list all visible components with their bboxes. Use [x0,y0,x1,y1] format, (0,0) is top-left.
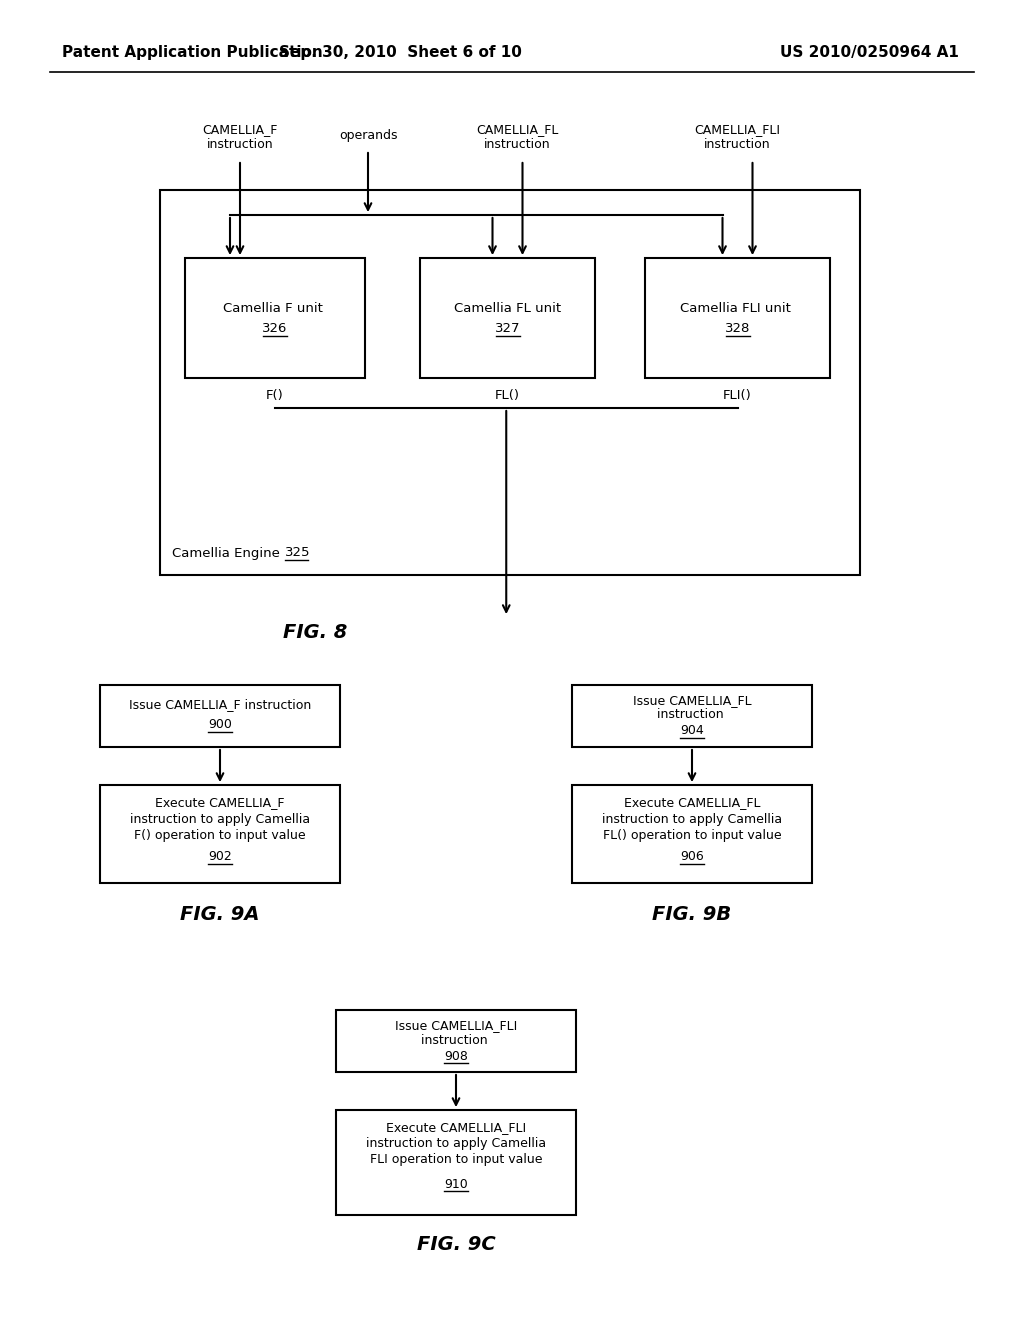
Text: FIG. 9C: FIG. 9C [417,1236,496,1254]
Text: Execute CAMELLIA_FLI: Execute CAMELLIA_FLI [386,1122,526,1134]
Text: FL() operation to input value: FL() operation to input value [603,829,781,842]
Text: Camellia FLI unit: Camellia FLI unit [680,302,795,315]
Bar [100,785,340,883]
Bar [185,257,365,378]
Text: FLI(): FLI() [723,389,752,403]
Text: CAMELLIA_F: CAMELLIA_F [203,124,278,136]
Text: Patent Application Publication: Patent Application Publication [62,45,323,59]
Text: 328: 328 [725,322,751,334]
Bar [100,685,340,747]
Text: 904: 904 [680,725,703,738]
Bar [336,1110,575,1214]
Text: 910: 910 [444,1177,468,1191]
Text: instruction: instruction [207,139,273,152]
Text: instruction: instruction [703,139,770,152]
Text: 326: 326 [262,322,288,334]
Text: FL(): FL() [495,389,520,403]
Text: CAMELLIA_FLI: CAMELLIA_FLI [694,124,780,136]
Text: instruction to apply Camellia: instruction to apply Camellia [130,813,310,825]
Text: instruction to apply Camellia: instruction to apply Camellia [366,1138,546,1151]
Text: Issue CAMELLIA_FL: Issue CAMELLIA_FL [633,694,752,708]
Bar [160,190,860,576]
Bar [645,257,830,378]
Text: F() operation to input value: F() operation to input value [134,829,306,842]
Text: instruction to apply Camellia: instruction to apply Camellia [602,813,782,825]
Text: Sep. 30, 2010  Sheet 6 of 10: Sep. 30, 2010 Sheet 6 of 10 [279,45,521,59]
Text: F(): F() [266,389,284,403]
Text: Issue CAMELLIA_F instruction: Issue CAMELLIA_F instruction [129,698,311,711]
Text: Issue CAMELLIA_FLI: Issue CAMELLIA_FLI [395,1019,517,1032]
Text: operands: operands [339,128,397,141]
Text: instruction: instruction [656,709,727,722]
Text: Camellia F unit: Camellia F unit [223,302,327,315]
Text: Execute CAMELLIA_F: Execute CAMELLIA_F [156,796,285,809]
Text: CAMELLIA_FL: CAMELLIA_FL [476,124,558,136]
Text: FIG. 8: FIG. 8 [283,623,347,643]
Text: Camellia FL unit: Camellia FL unit [454,302,561,315]
Text: US 2010/0250964 A1: US 2010/0250964 A1 [780,45,958,59]
Text: instruction: instruction [421,1034,492,1047]
Text: instruction: instruction [483,139,550,152]
Text: 906: 906 [680,850,703,863]
Bar [336,1010,575,1072]
Text: FIG. 9A: FIG. 9A [180,906,260,924]
Text: 900: 900 [208,718,232,731]
Text: 327: 327 [495,322,520,334]
Text: FLI operation to input value: FLI operation to input value [370,1154,543,1167]
Text: 902: 902 [208,850,231,863]
Text: FIG. 9B: FIG. 9B [652,906,731,924]
Text: 325: 325 [285,546,310,560]
Text: Execute CAMELLIA_FL: Execute CAMELLIA_FL [624,796,760,809]
Bar [420,257,595,378]
Bar [572,785,812,883]
Bar [572,685,812,747]
Text: 908: 908 [444,1049,468,1063]
Text: Camellia Engine: Camellia Engine [172,546,284,560]
